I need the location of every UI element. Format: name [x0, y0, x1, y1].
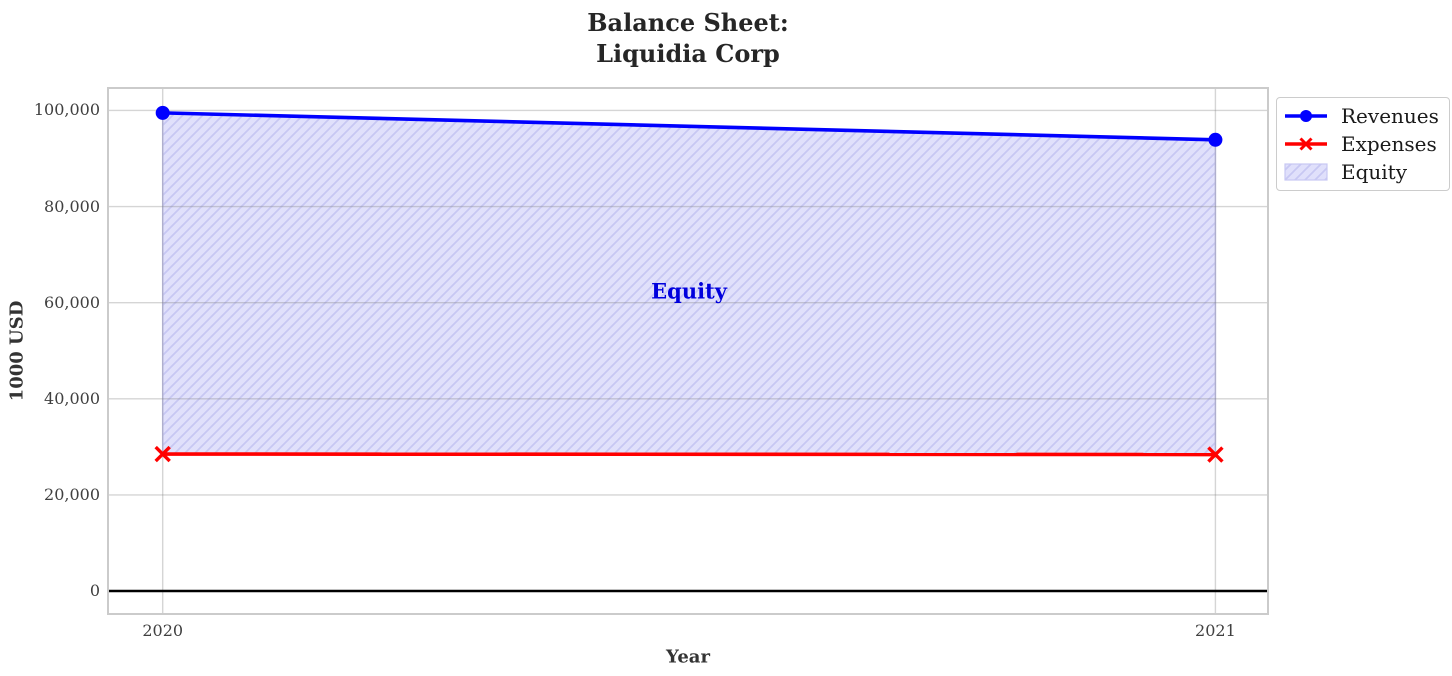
revenues-line: [162, 111, 1216, 142]
y-tick-label: 60,000: [44, 292, 100, 312]
y-tick-label: 40,000: [44, 388, 100, 408]
expenses-marker: [154, 445, 171, 463]
y-axis-label: 1000 USD: [6, 300, 28, 402]
legend-label: Expenses: [1341, 132, 1437, 156]
legend-swatch-line-x: [1285, 137, 1327, 151]
equity-area-hatch: [162, 112, 1216, 455]
y-tick-label: 20,000: [44, 484, 100, 504]
y-tick-label: 80,000: [44, 196, 100, 216]
x-tick-label: 2021: [1195, 621, 1236, 640]
revenues-marker: [1208, 132, 1223, 147]
chart-title: Balance Sheet: Liquidia Corp: [0, 7, 1376, 69]
legend-swatch-hatch-patch: [1284, 163, 1328, 181]
expenses-marker: [1207, 446, 1224, 463]
legend-item-expenses: Expenses: [1284, 130, 1439, 158]
legend-swatch-line-circle: [1285, 110, 1327, 122]
chart-canvas: [109, 89, 1267, 613]
plot-area: [107, 87, 1269, 615]
legend: Revenues Expenses Equity: [1276, 97, 1450, 191]
y-tick-label: 100,000: [33, 100, 100, 120]
legend-label: Revenues: [1341, 104, 1439, 128]
revenues-marker: [155, 105, 170, 120]
x-axis-label: Year: [666, 646, 710, 668]
x-tick-label: 2020: [142, 621, 184, 640]
equity-annotation: Equity: [651, 278, 727, 304]
chart-title-line2: Liquidia Corp: [596, 39, 780, 68]
chart-title-line1: Balance Sheet:: [587, 8, 789, 37]
legend-label: Equity: [1341, 160, 1408, 184]
y-tick-label: 0: [89, 580, 100, 600]
legend-item-revenues: Revenues: [1284, 102, 1439, 130]
legend-item-equity: Equity: [1284, 158, 1439, 186]
